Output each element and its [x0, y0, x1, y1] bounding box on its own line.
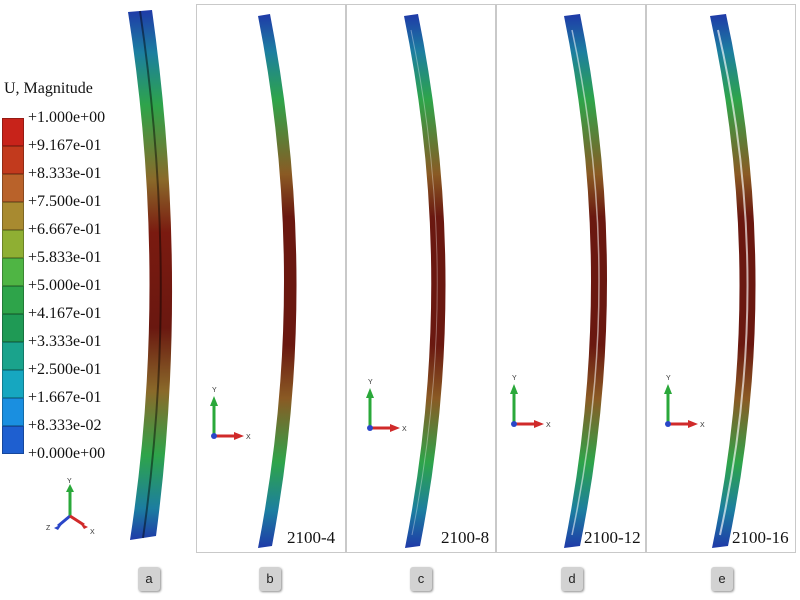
legend-level-label: +8.333e-01	[28, 165, 102, 182]
beam-d	[564, 14, 607, 548]
triad-d-y-label: Y	[512, 375, 517, 382]
legend-level-label: +9.167e-01	[28, 137, 102, 154]
beam-c-gap-line	[410, 29, 438, 536]
triad-b-x-label: X	[246, 434, 251, 441]
triad-c-x-label: X	[402, 426, 407, 433]
legend-axis-triad: Y Z X	[46, 478, 95, 536]
beam-e-gap-line	[717, 29, 749, 536]
legend-swatch	[2, 286, 24, 314]
legend-title: U, Magnitude	[4, 80, 93, 97]
legend-color-bar	[2, 118, 24, 454]
legend-axis-x-label: X	[90, 529, 95, 536]
legend-level-label: +8.333e-02	[28, 417, 102, 434]
legend-swatch	[2, 174, 24, 202]
legend-labels: +1.000e+00 +9.167e-01 +8.333e-01 +7.500e-01…	[28, 108, 105, 472]
panel-e-frame	[646, 4, 796, 553]
legend-level-label: +1.667e-01	[28, 389, 102, 406]
case-label-e: 2100-16	[732, 528, 789, 547]
beam-e	[710, 14, 756, 548]
legend-level-label: +3.333e-01	[28, 333, 102, 350]
case-label-b: 2100-4	[287, 528, 336, 547]
legend-level-label: +1.000e+00	[28, 109, 106, 126]
legend-level-label: +0.000e+00	[28, 445, 106, 462]
legend-level-label: +5.833e-01	[28, 249, 102, 266]
legend-swatch	[2, 398, 24, 426]
triad-c-y-label: Y	[368, 379, 373, 386]
subfigure-label-a: a	[138, 567, 160, 591]
beam-c	[404, 14, 446, 548]
legend-swatch	[2, 146, 24, 174]
triad-e-y-label: Y	[666, 375, 671, 382]
legend-swatch	[2, 202, 24, 230]
panel-b-axis-triad: Y X	[210, 387, 251, 441]
beam-a-web-line	[139, 10, 162, 539]
subfigure-label-b: b	[259, 567, 281, 591]
panel-d-axis-triad: Y X	[510, 375, 551, 429]
case-label-c: 2100-8	[441, 528, 490, 547]
beam-d-gap-line	[571, 29, 600, 536]
panel-d-frame	[496, 4, 646, 553]
legend-level-label: +2.500e-01	[28, 361, 102, 378]
triad-e-x-label: X	[700, 422, 705, 429]
case-label-d: 2100-12	[584, 528, 641, 547]
legend-swatch	[2, 370, 24, 398]
legend-swatch	[2, 118, 24, 146]
panel-c-frame	[346, 4, 496, 553]
panel-c-axis-triad: Y X	[366, 379, 407, 433]
legend-level-label: +4.167e-01	[28, 305, 102, 322]
legend-axis-z-label: Z	[46, 525, 51, 532]
legend-level-label: +5.000e-01	[28, 277, 102, 294]
panel-e-axis-triad: Y X	[664, 375, 705, 429]
legend-swatch	[2, 230, 24, 258]
subfigure-label-c: c	[410, 567, 432, 591]
subfigure-label-d: d	[561, 567, 583, 591]
legend-level-label: +7.500e-01	[28, 193, 102, 210]
legend-swatch	[2, 426, 24, 454]
legend-swatch	[2, 314, 24, 342]
triad-d-x-label: X	[546, 422, 551, 429]
panel-b-frame	[196, 4, 346, 553]
triad-b-y-label: Y	[212, 387, 217, 394]
subfigure-label-e: e	[711, 567, 733, 591]
legend-swatch	[2, 258, 24, 286]
beam-b	[258, 14, 297, 548]
beam-a-flange	[128, 10, 173, 540]
legend-swatch	[2, 342, 24, 370]
legend-axis-y-label: Y	[67, 478, 72, 485]
legend-level-label: +6.667e-01	[28, 221, 102, 238]
